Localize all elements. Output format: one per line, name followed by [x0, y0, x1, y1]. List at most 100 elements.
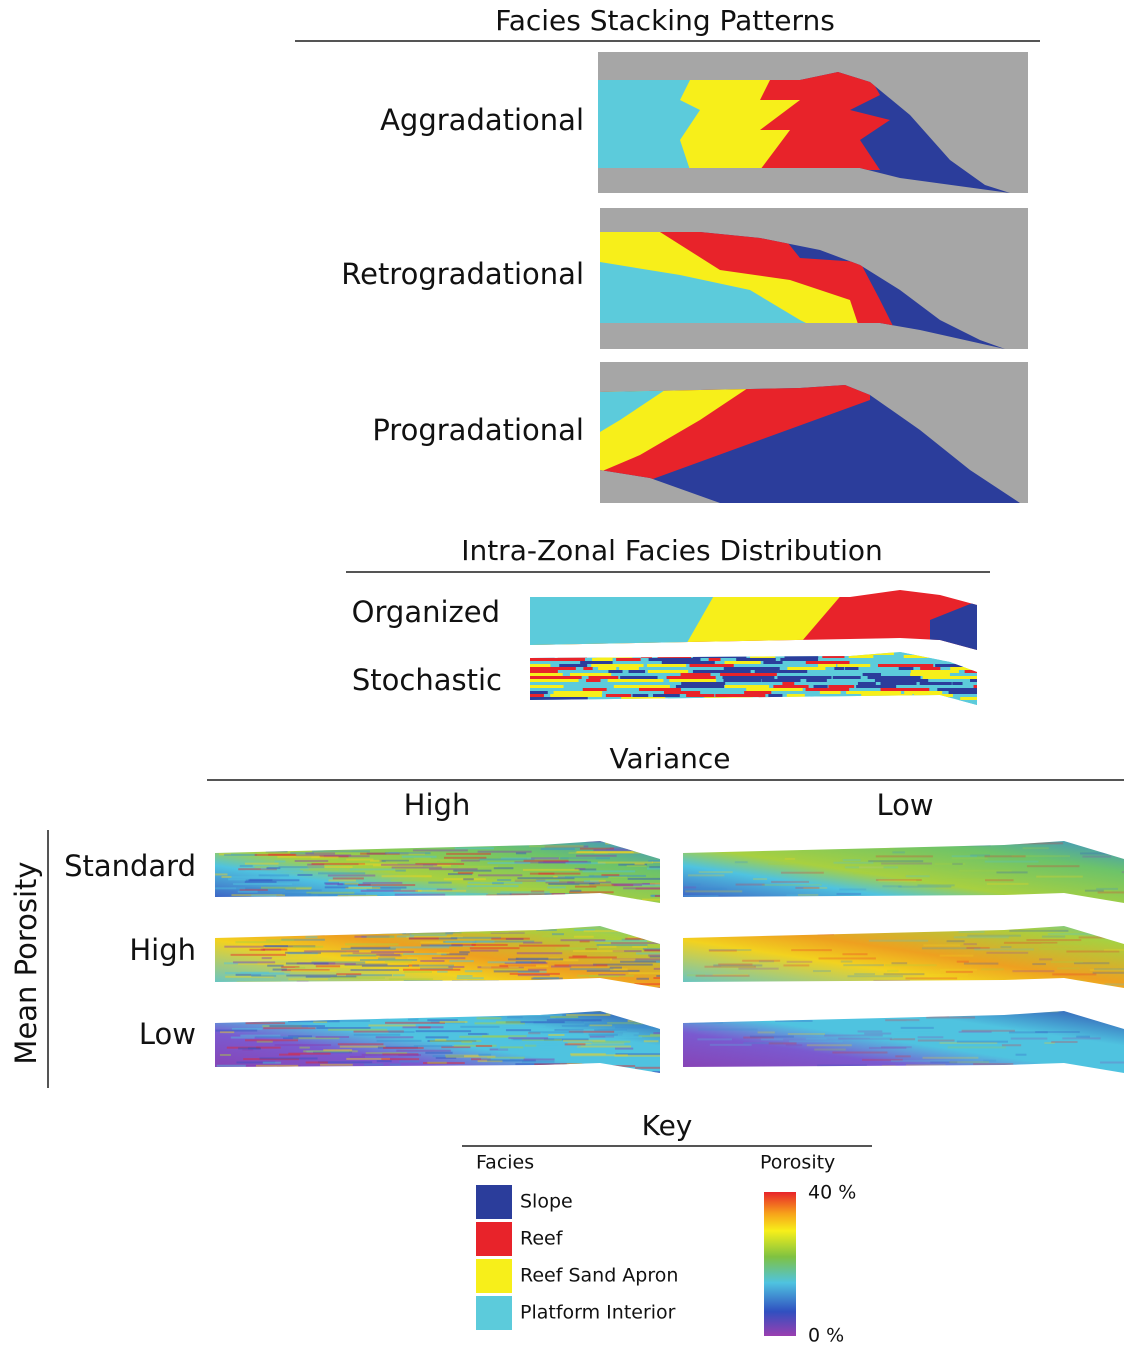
- porosity-streak: [460, 1067, 504, 1069]
- stochastic-streak: [896, 706, 913, 709]
- axis-label: Mean Porosity: [9, 861, 43, 1064]
- porosity-streak: [316, 965, 340, 967]
- stochastic-streak: [848, 700, 872, 703]
- porosity-streak: [714, 933, 768, 935]
- porosity-streak: [895, 1031, 934, 1033]
- porosity-streak: [481, 1058, 510, 1060]
- stochastic-streak: [649, 658, 701, 661]
- porosity-streak: [584, 880, 599, 882]
- porosity-streak: [401, 903, 452, 905]
- porosity-streak: [650, 935, 681, 937]
- colorbar-label: 0 %: [808, 1325, 844, 1347]
- stochastic-streak: [743, 706, 786, 709]
- porosity-streak: [240, 865, 253, 867]
- porosity-streak: [644, 1011, 669, 1013]
- porosity-streak: [835, 1015, 860, 1017]
- porosity-streak: [619, 1074, 652, 1076]
- porosity-streak: [328, 879, 356, 881]
- porosity-streak: [461, 1041, 472, 1043]
- porosity-streak: [605, 1036, 642, 1038]
- porosity-streak: [292, 926, 321, 928]
- porosity-streak: [716, 848, 751, 850]
- porosity-streak: [996, 871, 1027, 873]
- porosity-streak: [335, 842, 386, 844]
- porosity-streak: [962, 1009, 973, 1011]
- porosity-streak: [335, 1072, 346, 1074]
- porosity-streak: [632, 946, 647, 948]
- porosity-streak: [836, 903, 880, 905]
- porosity-streak: [610, 967, 622, 969]
- legend-label: Reef: [520, 1228, 564, 1250]
- porosity-streak: [606, 1012, 663, 1014]
- stochastic-streak: [833, 676, 861, 679]
- stochastic-streak: [954, 658, 962, 661]
- porosity-streak: [401, 925, 430, 927]
- porosity-streak: [781, 872, 824, 874]
- porosity-streak: [264, 934, 282, 936]
- porosity-streak: [491, 1010, 550, 1012]
- porosity-streak: [245, 1039, 298, 1041]
- porosity-streak: [364, 1064, 383, 1066]
- porosity-streak: [374, 1071, 407, 1073]
- porosity-streak: [508, 1037, 548, 1039]
- porosity-streak: [224, 946, 263, 948]
- stochastic-streak: [681, 673, 711, 676]
- porosity-streak: [558, 1064, 602, 1066]
- porosity-streak: [1036, 1070, 1059, 1072]
- porosity-streak: [1108, 1015, 1124, 1017]
- porosity-streak: [279, 866, 325, 868]
- stochastic-streak: [530, 685, 564, 688]
- porosity-streak: [1016, 1054, 1027, 1056]
- porosity-streak: [754, 1069, 773, 1071]
- porosity-streak: [869, 940, 928, 942]
- stochastic-streak: [530, 679, 579, 682]
- stochastic-streak: [704, 691, 739, 694]
- stochastic-streak: [530, 670, 558, 673]
- porosity-streak: [343, 1071, 368, 1073]
- porosity-streak: [524, 860, 569, 862]
- porosity-streak: [940, 969, 977, 971]
- porosity-streak: [507, 1016, 522, 1018]
- porosity-streak: [373, 982, 404, 984]
- stochastic-streak: [897, 703, 907, 706]
- porosity-streak: [426, 1036, 449, 1038]
- porosity-streak: [257, 1017, 292, 1019]
- porosity-streak: [511, 1068, 530, 1070]
- porosity-streak: [550, 1016, 578, 1018]
- porosity-streak: [345, 943, 398, 945]
- stochastic-streak: [724, 667, 780, 670]
- porosity-streak: [524, 1058, 555, 1060]
- stochastic-streak: [821, 700, 844, 703]
- stochastic-streak: [551, 706, 563, 709]
- porosity-streak: [930, 842, 945, 844]
- porosity-streak: [575, 886, 596, 888]
- porosity-streak: [563, 1040, 605, 1042]
- porosity-streak: [402, 856, 437, 858]
- porosity-streak: [598, 862, 653, 864]
- porosity-streak: [487, 1033, 542, 1035]
- porosity-streak: [950, 985, 1001, 987]
- stochastic-streak: [638, 652, 687, 655]
- porosity-fill: [683, 839, 1124, 905]
- porosity-streak: [375, 932, 406, 934]
- porosity-streak: [468, 1033, 489, 1035]
- stochastic-streak: [724, 679, 762, 682]
- porosity-streak: [901, 1027, 934, 1029]
- porosity-streak: [649, 1012, 693, 1014]
- stochastic-streak: [598, 667, 616, 670]
- porosity-streak: [626, 986, 652, 988]
- porosity-streak: [644, 1040, 659, 1042]
- porosity-streak: [266, 939, 294, 941]
- stochastic-streak: [541, 652, 560, 655]
- stochastic-streak: [530, 691, 548, 694]
- porosity-streak: [272, 900, 316, 902]
- porosity-streak: [819, 900, 848, 902]
- stochastic-streak: [614, 685, 670, 688]
- porosity-streak: [389, 983, 438, 985]
- porosity-streak: [571, 1054, 628, 1056]
- stochastic-streak: [975, 706, 1007, 709]
- stochastic-streak: [567, 685, 606, 688]
- stochastic-streak: [641, 655, 652, 658]
- porosity-streak: [546, 927, 557, 929]
- stochastic-streak: [787, 694, 805, 697]
